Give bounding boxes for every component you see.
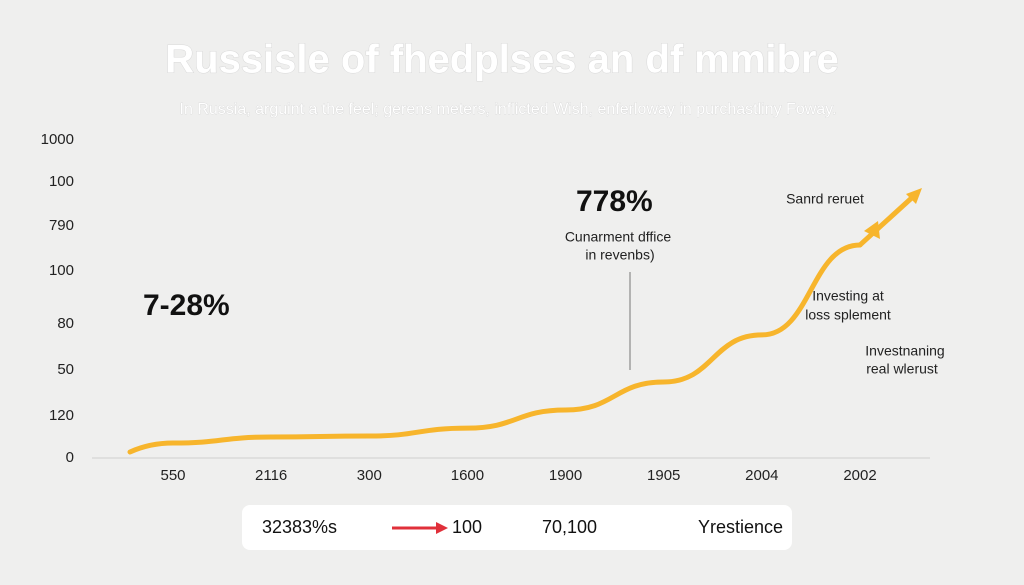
annotation: real wlerust xyxy=(866,361,938,377)
annotation: 7-28% xyxy=(143,289,230,322)
x-tick-label: 550 xyxy=(160,467,185,484)
y-tick-label: 100 xyxy=(49,262,74,279)
chart-subtitle: In Russia, arguint a the feel; gerens me… xyxy=(180,101,837,118)
line-lead xyxy=(127,440,176,455)
x-tick-label: 2004 xyxy=(745,467,778,484)
x-tick-label: 2002 xyxy=(843,467,876,484)
x-tick-label: 1900 xyxy=(549,467,582,484)
annotation: in revenbs) xyxy=(585,247,654,263)
y-tick-label: 120 xyxy=(49,407,74,424)
annotation: Investing at xyxy=(812,288,884,304)
y-tick-label: 50 xyxy=(57,361,74,378)
x-tick-label: 300 xyxy=(357,467,382,484)
footer-arrow-head xyxy=(436,522,448,534)
annotation: loss splement xyxy=(805,307,891,323)
x-tick-label: 2116 xyxy=(255,467,287,484)
footer-text: 100 xyxy=(452,517,482,537)
line-arrow-head xyxy=(864,220,880,239)
footer-text: 70,100 xyxy=(542,517,597,537)
line xyxy=(170,242,863,446)
chart-title: Russisle of fhedplses an df mmibre xyxy=(165,38,839,82)
line-arrow xyxy=(857,191,919,248)
annotation: Cunarment dffice xyxy=(565,229,672,245)
footer-text: 32383%s xyxy=(262,517,337,537)
annotation: Investnaning xyxy=(865,343,944,359)
footer-text: Yrestience xyxy=(698,517,783,537)
y-tick-label: 80 xyxy=(57,315,74,332)
y-tick-label: 1000 xyxy=(41,131,74,148)
annotation: Sanrd reruet xyxy=(786,191,864,207)
footer-box xyxy=(242,505,792,550)
y-tick-label: 0 xyxy=(66,449,74,466)
line-arrow-head xyxy=(906,188,922,204)
x-tick-label: 1905 xyxy=(647,467,680,484)
x-tick-label: 1600 xyxy=(451,467,484,484)
y-tick-label: 790 xyxy=(49,217,74,234)
y-tick-label: 100 xyxy=(49,173,74,190)
annotation: 778% xyxy=(576,185,653,218)
